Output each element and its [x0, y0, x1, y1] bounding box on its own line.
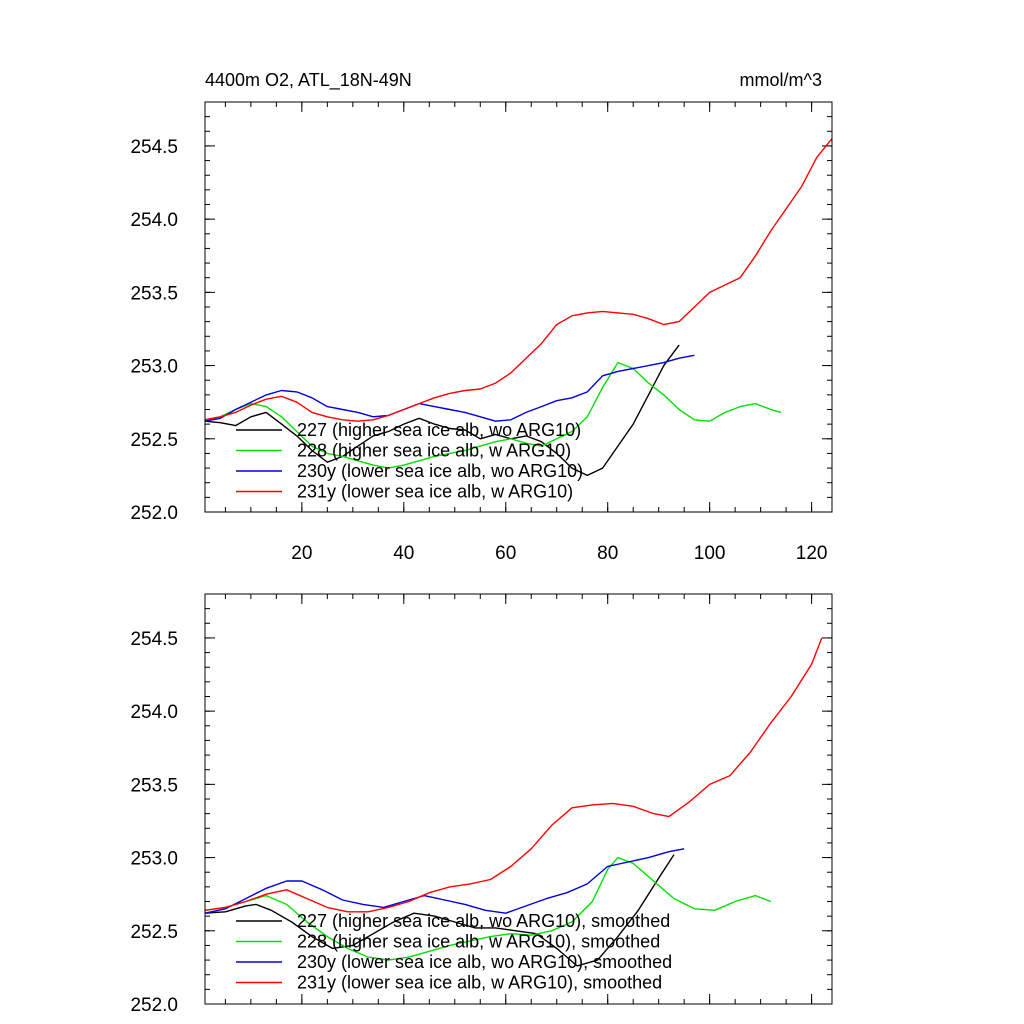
top-legend-label: 227 (higher sea ice alb, wo ARG10)	[297, 420, 581, 440]
top-ytick-label: 252.5	[130, 430, 178, 451]
bottom-legend-label: 227 (higher sea ice alb, wo ARG10), smoo…	[297, 911, 670, 931]
top-series-line-0	[204, 344, 680, 477]
top-series-lines	[204, 138, 833, 477]
bottom-ytick-label: 254.5	[130, 629, 178, 650]
bottom-legend-label: 228 (higher sea ice alb, w ARG10), smoot…	[297, 932, 660, 952]
top-chart-title: 4400m O2, ATL_18N-49N	[205, 70, 412, 91]
top-ytick-label: 253.5	[130, 283, 178, 304]
top-xtick-label: 20	[291, 543, 312, 564]
bottom-ytick-label: 254.0	[130, 702, 178, 723]
top-ytick-label: 254.0	[130, 210, 178, 231]
top-series-line-2	[204, 354, 695, 422]
bottom-ytick-label: 252.5	[130, 922, 178, 943]
bottom-series-line-3	[204, 637, 823, 913]
top-axis-ticks: 252.0 252.5 253.0 253.5 254.0 254.5 20 40 60 80 10…	[130, 101, 832, 564]
bottom-axis-ticks: 252.0 252.5 253.0 253.5 254.0 254.5	[130, 593, 832, 1016]
top-xtick-label: 120	[796, 543, 828, 564]
top-legend-label: 231y (lower sea ice alb, w ARG10)	[297, 482, 573, 502]
top-xtick-label: 40	[393, 543, 414, 564]
top-xtick-label: 100	[694, 543, 726, 564]
top-xtick-label: 60	[495, 543, 516, 564]
bottom-legend: 227 (higher sea ice alb, wo ARG10), smoo…	[236, 911, 672, 993]
top-legend-label: 230y (lower sea ice alb, wo ARG10)	[297, 461, 583, 481]
top-ytick-label: 254.5	[130, 137, 178, 158]
top-legend-label: 228 (higher sea ice alb, w ARG10)	[297, 441, 571, 461]
top-ytick-label: 253.0	[130, 357, 178, 378]
bottom-ytick-label: 252.0	[130, 995, 178, 1016]
top-ytick-label: 252.0	[130, 503, 178, 524]
bottom-series-line-0	[204, 854, 675, 967]
top-legend: 227 (higher sea ice alb, wo ARG10)228 (h…	[236, 420, 583, 502]
top-chart-units: mmol/m^3	[740, 70, 822, 90]
top-series-line-3	[204, 138, 833, 422]
top-plot-frame	[204, 101, 833, 513]
bottom-legend-label: 230y (lower sea ice alb, wo ARG10), smoo…	[297, 952, 672, 972]
bottom-plot-frame	[204, 593, 833, 1005]
bottom-series-line-2	[204, 848, 685, 914]
bottom-ytick-label: 253.5	[130, 775, 178, 796]
bottom-series-lines	[204, 637, 823, 967]
top-panel: 4400m O2, ATL_18N-49N mmol/m^3 252.0252.…	[130, 70, 833, 564]
top-series-line-1	[204, 361, 782, 469]
bottom-ytick-label: 253.0	[130, 849, 178, 870]
bottom-panel: 252.0 252.5 253.0 253.5 254.0 254.5 227 (high…	[130, 593, 833, 1016]
bottom-legend-label: 231y (lower sea ice alb, w ARG10), smoot…	[297, 973, 662, 993]
top-xtick-label: 80	[597, 543, 618, 564]
bottom-series-line-1	[204, 856, 772, 961]
